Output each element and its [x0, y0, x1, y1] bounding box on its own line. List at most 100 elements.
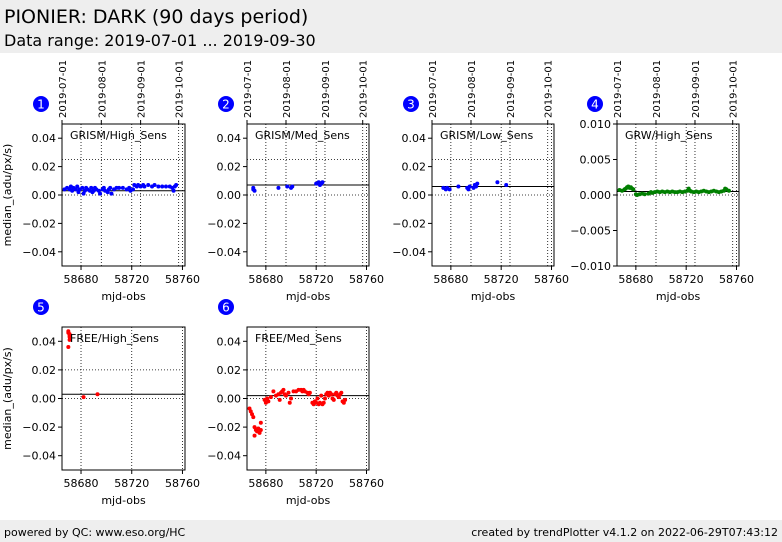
data-range-subtitle: Data range: 2019-07-01 ... 2019-09-30 — [4, 31, 316, 50]
panel-badge — [33, 299, 49, 315]
x-axis-label: mjd-obs — [286, 290, 331, 303]
panel-badge-number: 1 — [37, 98, 45, 112]
data-point — [171, 188, 176, 193]
top-tick-label: 2019-08-01 — [652, 60, 663, 118]
data-point — [631, 187, 636, 192]
y-tick-label: 0.00 — [402, 189, 427, 202]
y-tick-label: 0.02 — [402, 161, 427, 174]
data-point — [642, 192, 647, 197]
x-tick-label: 58680 — [64, 477, 99, 490]
x-axis-label: mjd-obs — [471, 290, 516, 303]
panel-badge — [218, 96, 234, 112]
panel-label: GRW/High_Sens — [625, 129, 713, 142]
plot-panel-2: 0.04 0.02 0.00 −0.02 −0.04 58680 58720 58760 201… — [207, 60, 384, 303]
y-tick-label: 0.04 — [402, 132, 427, 145]
data-point — [504, 183, 509, 188]
data-point — [339, 390, 344, 395]
y-tick-label: 0.00 — [32, 189, 57, 202]
panel-badge — [403, 96, 419, 112]
footer-created: created by trendPlotter v4.1.2 on 2022-0… — [471, 526, 778, 539]
top-tick-label: 2019-07-01 — [243, 60, 254, 118]
data-point — [160, 184, 165, 189]
data-point — [81, 395, 86, 400]
x-tick-label: 58720 — [114, 477, 149, 490]
top-tick-label: 2019-07-01 — [428, 60, 439, 118]
data-point — [109, 191, 114, 196]
data-point — [320, 180, 325, 185]
top-tick-label: 2019-07-01 — [58, 60, 69, 118]
data-point — [67, 337, 72, 342]
y-tick-label: −0.04 — [207, 246, 241, 259]
x-tick-label: 58760 — [349, 477, 384, 490]
x-tick-label: 58760 — [719, 273, 754, 286]
y-axis-label: median_(adu/px/s) — [1, 144, 14, 247]
top-tick-label: 2019-10-01 — [175, 60, 186, 118]
data-point — [89, 185, 94, 190]
y-tick-label: −0.02 — [392, 217, 426, 230]
top-tick-label: 2019-08-01 — [467, 60, 478, 118]
plot-panel-1: 0.04 0.02 0.00 −0.02 −0.04 58680 58720 58760 201… — [1, 60, 200, 303]
data-point — [343, 397, 348, 402]
panel-label: FREE/Med_Sens — [255, 332, 342, 345]
data-point — [75, 184, 80, 189]
data-point — [319, 393, 324, 398]
y-tick-label: −0.04 — [207, 450, 241, 463]
x-axis-label: mjd-obs — [101, 290, 146, 303]
y-tick-label: 0.00 — [32, 393, 57, 406]
y-tick-label: 0.02 — [32, 364, 57, 377]
panel-badge-number: 3 — [407, 98, 415, 112]
data-point — [163, 184, 168, 189]
data-point — [174, 183, 179, 188]
data-point — [108, 185, 113, 190]
footer-credit: powered by QC: www.eso.org/HC — [4, 526, 186, 539]
data-point — [286, 390, 291, 395]
data-point — [329, 392, 334, 397]
report-header: PIONIER: DARK (90 days period) Data rang… — [0, 0, 782, 53]
data-point — [277, 397, 282, 402]
data-point — [315, 396, 320, 401]
y-tick-label: 0.04 — [32, 335, 57, 348]
top-tick-label: 2019-08-01 — [282, 60, 293, 118]
y-tick-label: −0.04 — [22, 450, 56, 463]
top-tick-label: 2019-08-01 — [97, 60, 108, 118]
data-point — [276, 185, 281, 190]
y-tick-label: 0.04 — [217, 335, 242, 348]
top-tick-label: 2019-09-01 — [321, 60, 332, 118]
data-point — [322, 396, 327, 401]
y-tick-label: 0.00 — [217, 189, 242, 202]
y-tick-label: −0.02 — [22, 217, 56, 230]
data-point — [495, 180, 500, 185]
data-point — [331, 397, 336, 402]
x-tick-label: 58680 — [248, 273, 283, 286]
data-point — [95, 392, 100, 397]
plot-panel-4: 0.010 0.005 0.000 −0.005 −0.010 58680 58720 587… — [570, 60, 754, 303]
data-point — [117, 185, 122, 190]
data-point — [258, 427, 263, 432]
panel-badge-number: 4 — [591, 98, 599, 112]
data-point — [142, 184, 147, 189]
y-tick-label: 0.02 — [32, 161, 57, 174]
panel-badge — [218, 299, 234, 315]
x-tick-label: 58760 — [349, 273, 384, 286]
data-point — [281, 387, 286, 392]
plot-panel-6: 0.04 0.02 0.00 −0.02 −0.04 58680 58720 58760 FRE… — [207, 299, 384, 507]
data-point — [290, 184, 295, 189]
y-tick-label: 0.02 — [217, 364, 242, 377]
x-tick-label: 58680 — [248, 477, 283, 490]
y-tick-label: −0.02 — [207, 217, 241, 230]
panel-badge-number: 5 — [37, 301, 45, 315]
y-tick-label: 0.04 — [32, 132, 57, 145]
x-axis-label: mjd-obs — [101, 494, 146, 507]
x-axis-label: mjd-obs — [286, 494, 331, 507]
x-tick-label: 58680 — [64, 273, 99, 286]
y-axis-label: median_(adu/px/s) — [1, 347, 14, 450]
data-point — [456, 184, 461, 189]
data-point — [146, 183, 151, 188]
data-point — [266, 399, 271, 404]
data-point — [152, 183, 157, 188]
panel-label: FREE/High_Sens — [70, 332, 159, 345]
y-tick-label: −0.010 — [570, 260, 611, 273]
data-point — [252, 188, 257, 193]
data-point — [268, 395, 273, 400]
